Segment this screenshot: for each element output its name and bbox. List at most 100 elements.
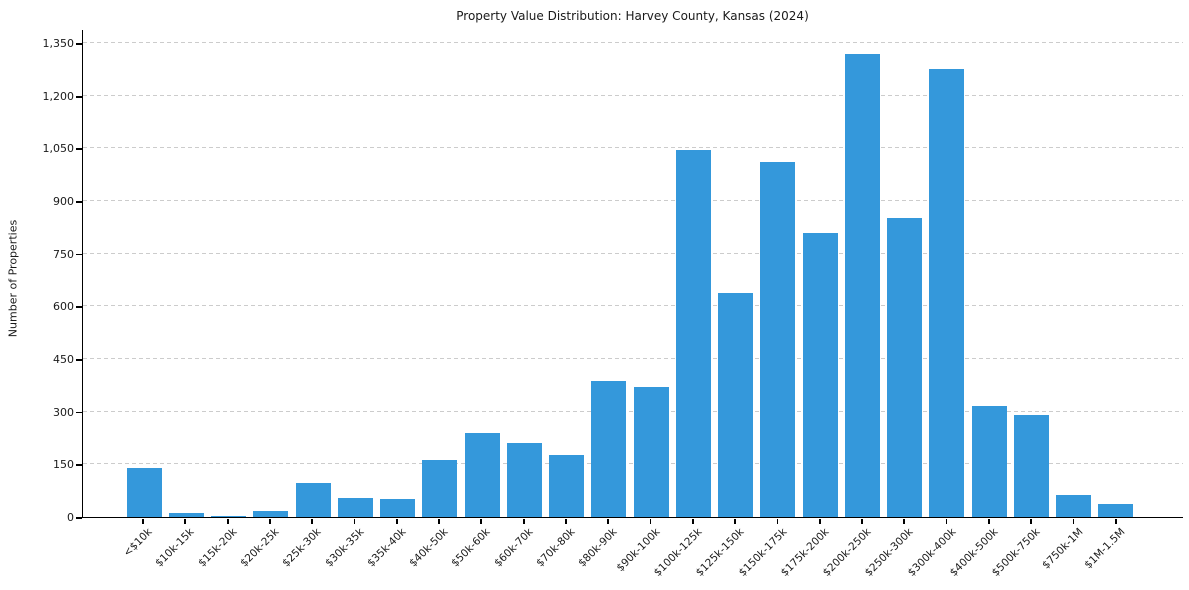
y-tick-label: 150: [53, 458, 74, 472]
bar-slot: [292, 30, 334, 517]
bar-slot: [757, 30, 799, 517]
bar-slot: [123, 30, 165, 517]
bar-slot: [926, 30, 968, 517]
bar-slot: [799, 30, 841, 517]
x-tick-mark: [353, 519, 356, 524]
bar-$250k-300k: [887, 218, 923, 517]
y-tick-label: 900: [53, 195, 74, 209]
bar-slot: [588, 30, 630, 517]
y-tick-mark: [76, 201, 82, 203]
x-tick-mark: [691, 519, 694, 524]
y-tick-label: 750: [53, 247, 74, 261]
bar-$150k-175k: [760, 161, 796, 517]
y-tick-label: 450: [53, 353, 74, 366]
bar-$100k-125k: [675, 150, 711, 517]
gridline-600: [83, 305, 1183, 307]
x-tick-mark: [565, 519, 567, 524]
bar-$200k-250k: [844, 54, 880, 517]
x-tick-mark: [903, 519, 906, 524]
bar-$60k-70k: [506, 443, 542, 517]
bars-layer: [123, 30, 1137, 517]
bar-$750k-1M: [1056, 494, 1092, 517]
y-tick-label: 0: [67, 511, 74, 524]
bar-slot: [1095, 30, 1137, 517]
x-tick-mark: [142, 519, 144, 524]
bar-slot: [461, 30, 503, 517]
gridline-1050: [83, 147, 1183, 149]
y-tick-label: 300: [53, 405, 74, 419]
x-tick-mark: [269, 519, 271, 524]
x-tick-mark: [607, 519, 610, 524]
y-tick-mark: [76, 43, 82, 45]
x-tick-mark: [184, 519, 187, 524]
bar-$1M-1.5M: [1098, 504, 1134, 517]
bar-$300k-400k: [929, 69, 965, 517]
bar-slot: [1010, 30, 1052, 517]
y-tick-mark: [76, 306, 82, 309]
x-tick-mark: [1072, 519, 1075, 524]
y-tick-mark: [76, 148, 82, 151]
bar-$125k-150k: [718, 293, 754, 517]
bar-$90k-100k: [633, 387, 669, 517]
bar-$40k-50k: [422, 460, 458, 517]
gridline-150: [83, 463, 1183, 465]
bar-$500k-750k: [1013, 415, 1049, 517]
chart-title: Property Value Distribution: Harvey Coun…: [456, 9, 809, 23]
gridline-450: [83, 358, 1183, 360]
bar-$80k-90k: [591, 381, 627, 517]
bar-slot: [630, 30, 672, 517]
bar-slot: [546, 30, 588, 517]
bar-slot: [715, 30, 757, 517]
x-tick-mark: [861, 519, 863, 524]
bar-slot: [377, 30, 419, 517]
y-tick-label: 1,200: [42, 89, 75, 103]
gridline-300: [83, 410, 1183, 412]
bar-slot: [208, 30, 250, 517]
y-tick-mark: [76, 517, 82, 519]
bar-slot: [419, 30, 461, 517]
bar-$30k-35k: [337, 497, 373, 517]
y-tick-label: 600: [53, 300, 74, 314]
y-tick-mark: [76, 464, 82, 467]
bar-$400k-500k: [971, 405, 1007, 517]
bar-slot: [884, 30, 926, 517]
y-tick-mark: [76, 411, 82, 414]
x-tick-mark: [395, 519, 398, 524]
y-tick-mark: [76, 253, 82, 256]
bar-$15k-20k: [211, 515, 247, 517]
gridline-750: [83, 252, 1183, 254]
bar-$35k-40k: [380, 499, 416, 517]
bar-slot: [841, 30, 883, 517]
x-tick-mark: [987, 519, 990, 524]
y-tick-mark: [76, 359, 82, 361]
bar-$25k-30k: [295, 482, 331, 517]
x-tick-mark: [818, 519, 821, 524]
bar-slot: [165, 30, 207, 517]
bar-$20k-25k: [253, 510, 289, 517]
x-tick-mark: [1114, 519, 1117, 524]
bar-slot: [672, 30, 714, 517]
x-tick-mark: [945, 519, 948, 524]
y-tick-label: 1,350: [42, 37, 75, 51]
gridline-900: [83, 200, 1183, 202]
bar-$70k-80k: [549, 455, 585, 517]
plot-area: [82, 30, 1183, 518]
x-tick-mark: [522, 519, 525, 524]
x-tick-mark: [311, 519, 314, 524]
bar-slot: [968, 30, 1010, 517]
y-tick-mark: [76, 95, 82, 98]
x-tick-mark: [734, 519, 737, 524]
bar-$175k-200k: [802, 233, 838, 517]
y-axis-label: Number of Properties: [6, 219, 20, 338]
bar-$10k-15k: [168, 512, 204, 517]
x-tick-mark: [776, 519, 779, 524]
gridline-1200: [83, 94, 1183, 96]
x-tick-mark: [226, 519, 229, 524]
bar-slot: [503, 30, 545, 517]
bar-slot: [250, 30, 292, 517]
bar-$50k-60k: [464, 433, 500, 517]
x-tick-mark: [480, 519, 483, 524]
bar-<$10k: [126, 467, 162, 517]
bar-slot: [1053, 30, 1095, 517]
